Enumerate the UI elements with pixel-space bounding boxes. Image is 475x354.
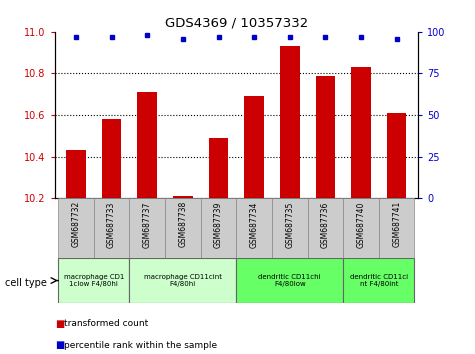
Text: GSM687733: GSM687733 (107, 201, 116, 248)
Bar (165, 198, 200, 258)
Bar (244, 96, 264, 198)
Text: dendritic CD11ci
nt F4/80int: dendritic CD11ci nt F4/80int (350, 274, 408, 287)
Bar (272, 198, 308, 258)
Bar (237, 258, 343, 303)
Bar (102, 119, 122, 198)
Text: percentile rank within the sample: percentile rank within the sample (64, 341, 217, 350)
Text: ■: ■ (55, 340, 64, 350)
Text: transformed count: transformed count (64, 319, 148, 329)
Bar (315, 75, 335, 198)
Text: dendritic CD11chi
F4/80low: dendritic CD11chi F4/80low (258, 274, 321, 287)
Bar (137, 92, 157, 198)
Bar (237, 198, 272, 258)
Bar (58, 198, 94, 258)
Bar (379, 198, 414, 258)
Bar (209, 138, 228, 198)
Text: GSM687732: GSM687732 (72, 201, 80, 247)
Title: GDS4369 / 10357332: GDS4369 / 10357332 (165, 16, 308, 29)
Text: GSM687740: GSM687740 (357, 201, 365, 248)
Bar (343, 258, 414, 303)
Text: GSM687737: GSM687737 (143, 201, 152, 248)
Text: cell type: cell type (5, 278, 47, 288)
Text: GSM687736: GSM687736 (321, 201, 330, 248)
Text: GSM687741: GSM687741 (392, 201, 401, 247)
Bar (308, 198, 343, 258)
Bar (387, 113, 407, 198)
Bar (351, 67, 371, 198)
Bar (201, 198, 237, 258)
Bar (343, 198, 379, 258)
Bar (280, 46, 300, 198)
Bar (66, 150, 86, 198)
Bar (94, 198, 129, 258)
Text: macrophage CD1
1clow F4/80hi: macrophage CD1 1clow F4/80hi (64, 274, 124, 287)
Text: GSM687738: GSM687738 (179, 201, 187, 247)
Text: macrophage CD11cint
F4/80hi: macrophage CD11cint F4/80hi (144, 274, 222, 287)
Text: GSM687734: GSM687734 (250, 201, 258, 248)
Text: GSM687735: GSM687735 (285, 201, 294, 248)
Text: GSM687739: GSM687739 (214, 201, 223, 248)
Text: ■: ■ (55, 319, 64, 329)
Bar (58, 258, 129, 303)
Bar (129, 258, 237, 303)
Bar (173, 196, 193, 198)
Bar (129, 198, 165, 258)
